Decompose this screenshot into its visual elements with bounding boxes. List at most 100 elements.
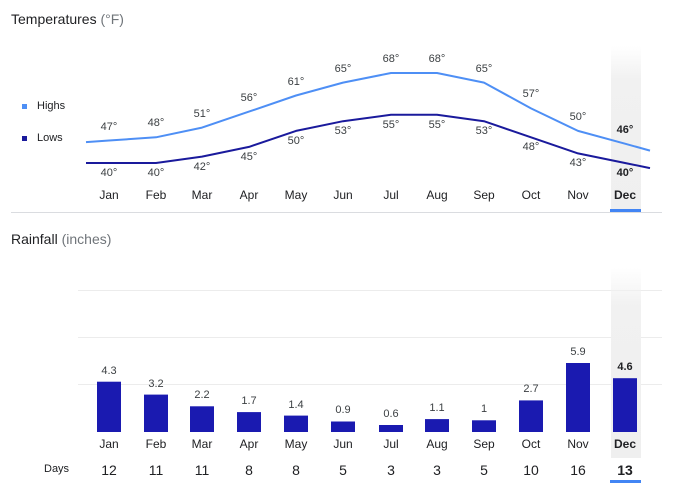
temp-month-tab-nov[interactable]: Nov xyxy=(567,188,589,202)
days-value: 3 xyxy=(387,462,395,478)
rain-value-label: 1 xyxy=(480,403,488,416)
low-temp-label: 40° xyxy=(616,167,634,179)
rain-month-tab-nov[interactable]: Nov xyxy=(567,437,589,451)
rain-gridline xyxy=(78,337,662,338)
temperature-chart xyxy=(85,72,651,170)
rain-bar-oct xyxy=(519,400,543,432)
low-temp-label: 42° xyxy=(193,160,211,173)
legend-highs: Highs xyxy=(22,100,65,112)
days-value: 3 xyxy=(433,462,441,478)
rain-bar-dec xyxy=(613,378,637,432)
rain-value-label: 4.3 xyxy=(101,364,117,377)
rainfall-chart xyxy=(97,363,637,432)
low-temp-label: 53° xyxy=(475,125,493,138)
rain-value-label: 2.7 xyxy=(523,383,539,396)
low-temp-label: 40° xyxy=(100,167,118,179)
low-temp-label: 45° xyxy=(240,150,258,163)
temperature-title: Temperatures (°F) xyxy=(11,11,124,27)
rainfall-title-text: Rainfall xyxy=(11,231,58,247)
high-temp-label: 46° xyxy=(616,123,634,136)
rainfall-unit: (inches) xyxy=(61,231,112,247)
rain-month-tab-aug[interactable]: Aug xyxy=(426,437,448,451)
highs-line xyxy=(85,72,651,152)
rain-gridline xyxy=(78,384,662,385)
rain-month-tab-mar[interactable]: Mar xyxy=(191,437,213,451)
rain-value-label: 4.6 xyxy=(617,361,633,374)
days-value: 13 xyxy=(617,462,633,478)
temp-month-tab-sep[interactable]: Sep xyxy=(473,188,495,202)
high-temp-label: 68° xyxy=(382,53,400,65)
low-temp-label: 53° xyxy=(334,125,352,138)
high-temp-label: 61° xyxy=(287,75,305,88)
low-temp-label: 48° xyxy=(522,141,540,154)
selected-month-highlight-temp xyxy=(611,46,641,212)
selected-month-underline-days xyxy=(610,480,641,483)
temperature-unit: (°F) xyxy=(100,11,124,27)
rain-value-label: 0.9 xyxy=(335,404,351,417)
high-temp-label: 57° xyxy=(522,88,540,101)
days-value: 12 xyxy=(101,462,117,478)
rain-bar-aug xyxy=(425,419,449,432)
legend-lows-label: Lows xyxy=(37,132,63,144)
temp-month-tab-jun[interactable]: Jun xyxy=(333,188,353,202)
section-divider xyxy=(11,212,662,213)
rain-bar-apr xyxy=(237,412,261,432)
days-value: 11 xyxy=(194,462,210,478)
rain-month-tab-jan[interactable]: Jan xyxy=(99,437,119,451)
high-temp-label: 68° xyxy=(428,53,446,65)
rain-value-label: 1.7 xyxy=(241,395,257,408)
low-temp-label: 43° xyxy=(569,157,587,170)
rain-bar-feb xyxy=(144,394,168,432)
rain-bar-mar xyxy=(190,406,214,432)
high-temp-label: 48° xyxy=(147,117,165,130)
rain-value-label: 5.9 xyxy=(570,346,586,358)
lows-swatch xyxy=(22,135,27,141)
temp-month-tab-aug[interactable]: Aug xyxy=(426,188,448,202)
highs-swatch xyxy=(22,103,27,109)
rain-value-label: 2.2 xyxy=(194,389,210,402)
high-temp-label: 65° xyxy=(334,62,352,75)
rain-month-tab-oct[interactable]: Oct xyxy=(521,437,541,451)
rainfall-title: Rainfall (inches) xyxy=(11,231,111,247)
lows-line xyxy=(86,113,651,170)
rain-value-label: 0.6 xyxy=(383,407,399,420)
high-temp-label: 50° xyxy=(569,110,587,123)
high-temp-label: 47° xyxy=(100,120,118,133)
rain-bar-jul xyxy=(379,425,403,432)
rain-month-tab-may[interactable]: May xyxy=(284,437,308,451)
low-temp-label: 55° xyxy=(428,118,446,131)
days-title: Days xyxy=(44,463,70,475)
rain-bar-jun xyxy=(331,421,355,432)
high-temp-label: 65° xyxy=(475,62,493,75)
high-temp-label: 51° xyxy=(193,107,211,120)
rain-month-tab-dec[interactable]: Dec xyxy=(613,437,636,451)
days-value: 16 xyxy=(570,462,586,478)
low-temp-label: 50° xyxy=(287,134,305,147)
days-value: 8 xyxy=(245,462,253,478)
rain-month-tab-jul[interactable]: Jul xyxy=(383,437,399,451)
high-temp-label: 56° xyxy=(240,91,258,104)
rain-value-label: 3.2 xyxy=(148,377,164,390)
rain-bar-nov xyxy=(566,363,590,432)
selected-month-underline-temp xyxy=(610,209,641,212)
rain-bar-jan xyxy=(97,381,121,432)
days-value: 5 xyxy=(480,462,488,478)
temp-month-tab-jul[interactable]: Jul xyxy=(383,188,399,202)
rain-value-label: 1.4 xyxy=(288,398,304,411)
temp-month-tab-jan[interactable]: Jan xyxy=(99,188,119,202)
legend-lows: Lows xyxy=(22,132,63,144)
temp-month-tab-oct[interactable]: Oct xyxy=(521,188,541,202)
temp-month-tab-feb[interactable]: Feb xyxy=(145,188,167,202)
temp-month-tab-mar[interactable]: Mar xyxy=(191,188,213,202)
rain-month-tab-feb[interactable]: Feb xyxy=(145,437,167,451)
temp-month-tab-apr[interactable]: Apr xyxy=(239,188,259,202)
rain-month-tab-apr[interactable]: Apr xyxy=(239,437,259,451)
temp-month-tab-dec[interactable]: Dec xyxy=(613,188,636,202)
low-temp-label: 40° xyxy=(147,167,165,179)
days-value: 5 xyxy=(339,462,347,478)
temp-month-tab-may[interactable]: May xyxy=(284,188,308,202)
rain-month-tab-sep[interactable]: Sep xyxy=(473,437,495,451)
days-value: 8 xyxy=(292,462,300,478)
rain-value-label: 1.1 xyxy=(429,402,445,415)
rain-month-tab-jun[interactable]: Jun xyxy=(333,437,353,451)
